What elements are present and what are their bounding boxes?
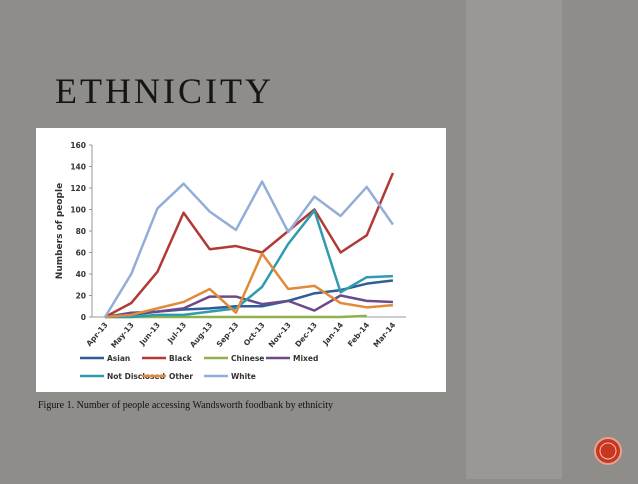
legend-label: White <box>231 372 256 381</box>
legend-label: Mixed <box>293 354 318 363</box>
series-line <box>104 180 394 318</box>
slide-title: ETHNICITY <box>55 71 274 111</box>
y-tick-label: 120 <box>70 184 86 193</box>
legend-label: Other <box>169 372 193 381</box>
series-line <box>104 172 395 319</box>
y-tick-label: 40 <box>76 270 86 279</box>
legend-label: Black <box>169 354 193 363</box>
y-tick-label: 140 <box>70 163 86 172</box>
background-stripe <box>466 0 562 479</box>
series-line <box>105 209 393 319</box>
y-axis-label: Numbers of people <box>55 183 65 279</box>
y-tick-label: 0 <box>81 313 86 322</box>
nav-button[interactable] <box>594 437 622 465</box>
y-tick-label: 160 <box>70 141 86 150</box>
y-tick-label: 20 <box>76 292 86 301</box>
y-tick-label: 60 <box>76 249 86 258</box>
series-line <box>105 314 367 319</box>
chart-panel <box>36 128 446 392</box>
legend-label: Chinese <box>231 354 264 363</box>
series-line <box>104 252 394 319</box>
legend-label: Asian <box>107 354 130 363</box>
nav-button-ring <box>599 442 617 460</box>
series-line <box>104 294 393 319</box>
y-tick-label: 80 <box>76 227 86 236</box>
legend-label: Not Disclosed <box>107 372 165 381</box>
caption: Figure 1. Number of people accessing Wan… <box>38 400 333 411</box>
y-tick-label: 100 <box>70 206 86 215</box>
